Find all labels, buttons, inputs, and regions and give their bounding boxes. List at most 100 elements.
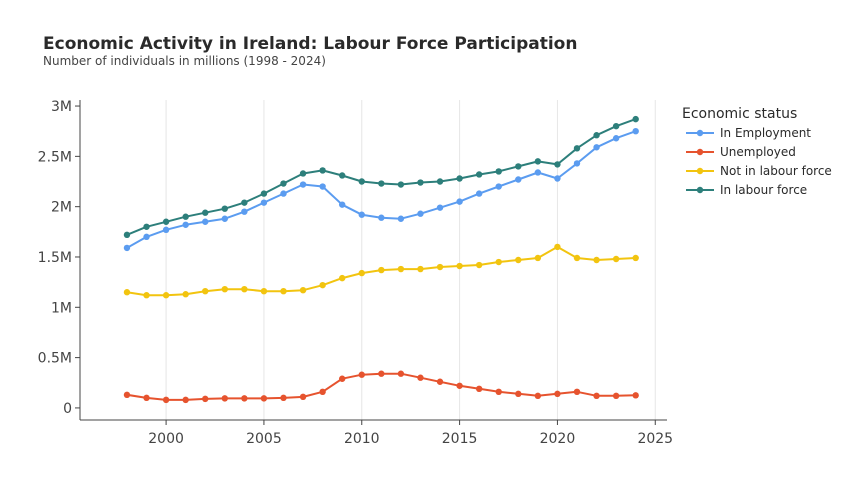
data-point bbox=[554, 175, 561, 182]
data-point bbox=[495, 183, 502, 190]
data-point bbox=[123, 231, 131, 239]
data-point bbox=[143, 394, 150, 402]
data-point bbox=[162, 292, 170, 299]
data-point bbox=[417, 179, 424, 186]
data-point bbox=[221, 395, 228, 402]
data-point bbox=[299, 181, 307, 188]
data-point bbox=[554, 243, 561, 251]
data-point bbox=[143, 233, 150, 241]
x-tick-label: 2015 bbox=[442, 431, 478, 447]
data-point bbox=[241, 208, 248, 215]
data-point bbox=[456, 262, 463, 270]
legend-swatch-marker bbox=[696, 148, 704, 156]
data-point bbox=[397, 181, 405, 188]
series-line-in-employment bbox=[126, 130, 637, 249]
data-point bbox=[593, 144, 600, 151]
data-point bbox=[436, 204, 444, 211]
data-point bbox=[182, 396, 189, 404]
x-tick-label: 2000 bbox=[148, 431, 184, 447]
data-point bbox=[358, 371, 365, 378]
grid-layer bbox=[165, 100, 656, 420]
data-point bbox=[397, 265, 405, 273]
data-point bbox=[632, 392, 639, 399]
data-point bbox=[378, 266, 385, 274]
data-point bbox=[299, 286, 307, 294]
data-point bbox=[573, 145, 581, 152]
data-point bbox=[338, 274, 346, 282]
data-point bbox=[202, 287, 209, 295]
data-point bbox=[143, 292, 150, 299]
y-tick-label: 2.5M bbox=[38, 149, 72, 165]
data-point bbox=[358, 269, 365, 277]
x-tick-label: 2025 bbox=[637, 431, 673, 447]
data-point bbox=[241, 285, 248, 293]
data-point bbox=[397, 215, 405, 222]
legend-item-unemployed[interactable]: Unemployed bbox=[686, 145, 796, 159]
data-point bbox=[182, 213, 189, 220]
series-not-in-labour-force bbox=[123, 243, 639, 299]
data-point bbox=[202, 218, 209, 225]
data-point bbox=[495, 258, 502, 266]
data-point bbox=[632, 127, 639, 135]
legend-item-not-in-labour-force[interactable]: Not in labour force bbox=[686, 164, 832, 178]
data-point bbox=[182, 291, 189, 298]
y-tick-label: 3M bbox=[51, 99, 72, 115]
data-point bbox=[495, 388, 502, 396]
data-point bbox=[534, 392, 542, 400]
data-point bbox=[554, 390, 561, 398]
x-tick-label: 2005 bbox=[246, 431, 282, 447]
data-point bbox=[456, 198, 463, 205]
legend-label: Unemployed bbox=[720, 145, 796, 159]
data-point bbox=[280, 287, 287, 295]
series-unemployed bbox=[123, 370, 639, 404]
data-point bbox=[358, 178, 365, 185]
data-point bbox=[319, 388, 326, 396]
data-point bbox=[358, 211, 365, 218]
y-tick-label: 0.5M bbox=[38, 351, 72, 367]
data-point bbox=[260, 199, 268, 206]
data-point bbox=[534, 158, 542, 165]
data-point bbox=[495, 168, 502, 175]
data-point bbox=[260, 395, 268, 402]
legend-label: Not in labour force bbox=[720, 164, 832, 178]
legend[interactable]: Economic status In Employment Unemployed N… bbox=[682, 106, 832, 197]
data-point bbox=[612, 122, 620, 130]
data-point bbox=[280, 180, 287, 187]
data-point bbox=[260, 190, 268, 197]
data-point bbox=[456, 382, 463, 389]
data-point bbox=[182, 221, 189, 228]
data-point bbox=[221, 215, 228, 222]
data-point bbox=[280, 394, 287, 402]
data-point bbox=[632, 115, 639, 123]
data-point bbox=[436, 378, 444, 385]
axes-layer: 2000 2005 2010 2015 2020 2025 0 0.5M 1M 1.5M 2M 2.5… bbox=[38, 99, 673, 447]
data-point bbox=[378, 180, 385, 187]
data-point bbox=[417, 210, 424, 217]
data-point bbox=[515, 390, 522, 398]
data-point bbox=[162, 218, 170, 225]
data-point bbox=[554, 161, 561, 168]
data-point bbox=[515, 163, 522, 170]
chart-title: Economic Activity in Ireland: Labour For… bbox=[43, 34, 578, 54]
data-point bbox=[378, 214, 385, 221]
data-point bbox=[260, 287, 268, 295]
data-point bbox=[143, 223, 150, 230]
series-in-labour-force bbox=[123, 115, 639, 239]
data-point bbox=[417, 374, 424, 381]
y-tick-label: 0 bbox=[63, 401, 72, 417]
data-point bbox=[280, 190, 287, 197]
data-point bbox=[299, 170, 307, 177]
data-point bbox=[515, 176, 522, 183]
data-point bbox=[378, 370, 385, 377]
legend-label: In Employment bbox=[720, 126, 811, 140]
y-tick-label: 1M bbox=[51, 300, 72, 316]
legend-item-in-labour-force[interactable]: In labour force bbox=[686, 183, 807, 197]
data-point bbox=[612, 135, 620, 142]
legend-item-in-employment[interactable]: In Employment bbox=[686, 126, 811, 140]
data-point bbox=[515, 256, 522, 264]
legend-swatch-marker bbox=[696, 167, 704, 175]
data-point bbox=[593, 256, 600, 264]
legend-title: Economic status bbox=[682, 106, 797, 122]
data-point bbox=[123, 391, 131, 399]
data-point bbox=[299, 393, 307, 401]
